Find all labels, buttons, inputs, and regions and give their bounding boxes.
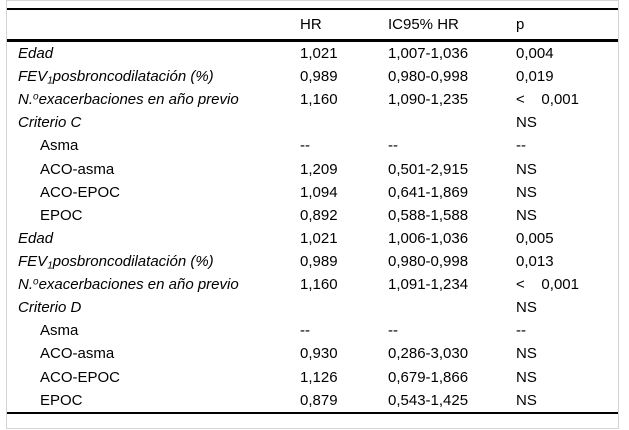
p-cell: NS (516, 346, 537, 362)
table-row: Criterio D NS (7, 296, 618, 319)
hr-cell: 1,160 (300, 92, 338, 108)
p-cell: < 0,001 (516, 277, 579, 293)
ic95-cell: 0,980-0,998 (388, 254, 469, 270)
p-cell: NS (516, 300, 537, 316)
hr-cell: 1,126 (300, 369, 338, 385)
row-label: ACO-asma (40, 161, 115, 177)
table-row: Criterio C NS (7, 111, 618, 134)
p-cell: 0,005 (516, 230, 554, 246)
table-row: ACO-EPOC 1,094 0,641-1,869 NS (7, 181, 618, 204)
p-cell: 0,004 (516, 46, 554, 62)
hr-cell: 1,021 (300, 230, 338, 246)
header-ic95-hr: IC95% HR (388, 17, 459, 32)
row-label: Edad (18, 46, 54, 62)
p-cell: < 0,001 (516, 92, 579, 108)
hr-cell: 0,989 (300, 254, 338, 270)
table-row: FEV1posbroncodilatación (%) 0,989 0,980-0,… (7, 250, 618, 273)
ic95-cell: 1,090-1,235 (388, 92, 469, 108)
p-cell: NS (516, 207, 537, 223)
hr-cell: 1,021 (300, 46, 338, 62)
ic95-cell: 0,980-0,998 (388, 69, 469, 85)
row-label: N.oexacerbaciones en año previo (18, 277, 239, 293)
hr-cell: 0,879 (300, 392, 338, 408)
row-label: FEV1posbroncodilatación (%) (18, 69, 214, 85)
ic95-cell: 1,091-1,234 (388, 277, 469, 293)
ic95-cell: 1,006-1,036 (388, 230, 469, 246)
table-row: ACO-asma 0,930 0,286-3,030 NS (7, 342, 618, 365)
p-cell: NS (516, 184, 537, 200)
ic95-cell: 0,641-1,869 (388, 184, 469, 200)
hr-cell: -- (300, 138, 310, 154)
row-label: ACO-EPOC (40, 369, 121, 385)
hr-cell: 1,209 (300, 161, 338, 177)
row-label: Edad (18, 230, 54, 246)
table-row: Edad 1,021 1,007-1,036 0,004 (7, 42, 618, 65)
row-label: N.oexacerbaciones en año previo (18, 92, 239, 108)
ic95-cell: 0,679-1,866 (388, 369, 469, 385)
table-body: Edad 1,021 1,007-1,036 0,004 FEV1posbroncodi… (7, 42, 618, 412)
hr-cell: 1,094 (300, 184, 338, 200)
p-cell: NS (516, 369, 537, 385)
table-frame: HR IC95% HR p Edad 1,021 1,007-1,036 0,004 F… (6, 0, 619, 429)
p-cell: NS (516, 392, 537, 408)
ic95-cell: 0,543-1,425 (388, 392, 469, 408)
p-cell: 0,013 (516, 254, 554, 270)
hr-cell: 0,892 (300, 207, 338, 223)
bottom-rule (7, 411, 618, 414)
table-row: EPOC 0,892 0,588-1,588 NS (7, 204, 618, 227)
row-label: Asma (40, 323, 79, 339)
p-cell: -- (516, 138, 526, 154)
ic95-cell: 0,501-2,915 (388, 161, 469, 177)
table-row: Asma -- -- -- (7, 319, 618, 342)
table-row: Asma -- -- -- (7, 134, 618, 157)
table-header-row: HR IC95% HR p (7, 10, 618, 39)
table-row: ACO-EPOC 1,126 0,679-1,866 NS (7, 366, 618, 389)
row-label: EPOC (40, 207, 83, 223)
table-row: N.oexacerbaciones en año previo 1,160 1,09… (7, 88, 618, 111)
header-rule (7, 39, 618, 42)
row-label: ACO-EPOC (40, 184, 121, 200)
table-row: ACO-asma 1,209 0,501-2,915 NS (7, 158, 618, 181)
p-cell: -- (516, 323, 526, 339)
hr-cell: -- (300, 323, 310, 339)
row-label: Asma (40, 138, 79, 154)
row-label: FEV1posbroncodilatación (%) (18, 254, 214, 270)
row-label: Criterio D (18, 300, 82, 316)
header-hr: HR (300, 17, 322, 32)
row-label: Criterio C (18, 115, 82, 131)
top-rule (7, 8, 618, 10)
ic95-cell: 0,588-1,588 (388, 207, 469, 223)
row-label: EPOC (40, 392, 83, 408)
p-cell: 0,019 (516, 69, 554, 85)
hr-cell: 0,930 (300, 346, 338, 362)
ic95-cell: -- (388, 323, 398, 339)
row-label: ACO-asma (40, 346, 115, 362)
p-cell: NS (516, 115, 537, 131)
hr-cell: 1,160 (300, 277, 338, 293)
ic95-cell: -- (388, 138, 398, 154)
table-row: N.oexacerbaciones en año previo 1,160 1,09… (7, 273, 618, 296)
table-row: FEV1posbroncodilatación (%) 0,989 0,980-0,… (7, 65, 618, 88)
ic95-cell: 1,007-1,036 (388, 46, 469, 62)
header-p: p (516, 17, 525, 32)
table-row: Edad 1,021 1,006-1,036 0,005 (7, 227, 618, 250)
table-row: EPOC 0,879 0,543-1,425 NS (7, 389, 618, 412)
p-cell: NS (516, 161, 537, 177)
ic95-cell: 0,286-3,030 (388, 346, 469, 362)
hr-cell: 0,989 (300, 69, 338, 85)
